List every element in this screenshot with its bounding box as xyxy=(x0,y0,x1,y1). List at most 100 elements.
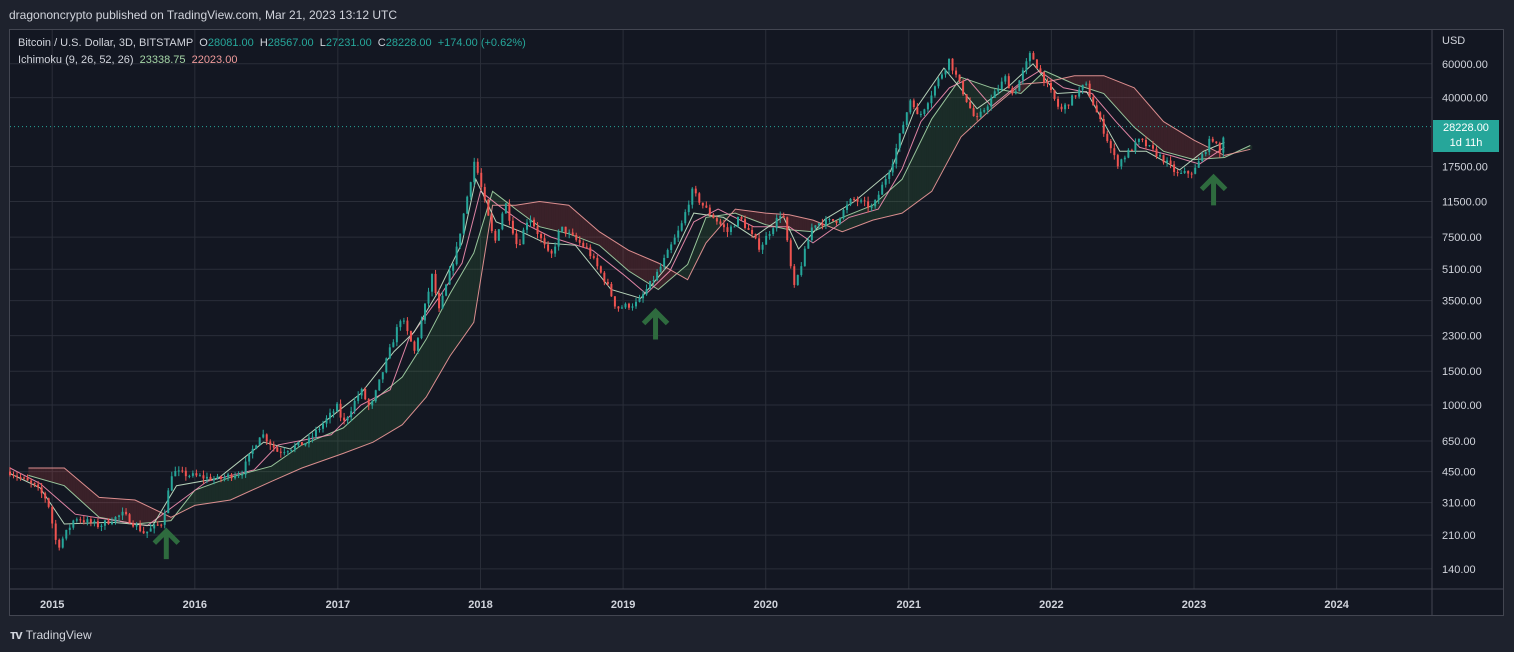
candle xyxy=(656,269,659,282)
x-tick-label: 2019 xyxy=(611,599,635,611)
candle-body xyxy=(1123,157,1126,160)
cloud-segment xyxy=(110,498,113,520)
candle-body xyxy=(645,289,648,295)
cloud-segment xyxy=(1156,113,1159,148)
candle xyxy=(96,518,99,529)
candle xyxy=(72,519,75,530)
candle xyxy=(188,474,191,479)
candle xyxy=(606,278,609,286)
candle-body xyxy=(255,445,258,449)
cloud-segment xyxy=(748,210,751,219)
candle xyxy=(1130,148,1133,151)
candle xyxy=(677,225,680,243)
candle xyxy=(856,196,859,207)
cloud-segment xyxy=(935,109,939,184)
candle-body xyxy=(1130,149,1133,151)
x-tick-label: 2015 xyxy=(40,599,64,611)
candle-body xyxy=(754,233,757,239)
cloud-segment xyxy=(1081,75,1084,88)
candle-body xyxy=(392,342,395,348)
cloud-segment xyxy=(755,211,758,222)
candle-body xyxy=(1194,167,1197,174)
candle xyxy=(838,217,841,225)
x-tick-label: 2023 xyxy=(1182,599,1206,611)
candle-body xyxy=(399,321,402,328)
candle xyxy=(300,441,303,446)
candle xyxy=(12,471,15,479)
candle-body xyxy=(511,220,514,234)
candle-body xyxy=(132,523,135,527)
cloud-segment xyxy=(293,449,296,472)
cloud-segment xyxy=(1144,99,1147,138)
cloud-segment xyxy=(211,483,214,503)
candle xyxy=(1081,84,1084,95)
candle xyxy=(1201,152,1204,163)
candle xyxy=(895,143,898,169)
cloud-segment xyxy=(82,483,85,505)
candle-body xyxy=(322,423,325,429)
cloud-segment xyxy=(1195,141,1199,160)
cloud-segment xyxy=(569,206,573,236)
candle xyxy=(1046,78,1049,88)
candle-body xyxy=(420,320,423,339)
candle xyxy=(501,211,504,231)
candle xyxy=(1106,130,1109,143)
candle xyxy=(434,269,437,296)
candle xyxy=(153,523,156,534)
cloud-segment xyxy=(65,469,69,490)
candle xyxy=(846,201,849,214)
candle xyxy=(613,296,616,309)
candles xyxy=(9,51,1225,551)
cloud-segment xyxy=(621,245,624,267)
cloud-segment xyxy=(115,498,118,521)
candle-body xyxy=(733,226,736,228)
candle-body xyxy=(740,217,743,220)
candle xyxy=(635,297,638,309)
candle xyxy=(515,229,518,249)
cloud-segment xyxy=(290,450,294,473)
candle-body xyxy=(125,511,128,515)
cloud-segment xyxy=(1074,75,1077,85)
candle-body xyxy=(96,521,99,527)
candle xyxy=(715,215,718,225)
candle xyxy=(884,175,887,188)
candle-body xyxy=(364,389,367,400)
cloud-segment xyxy=(377,395,381,440)
cloud-segment xyxy=(1106,76,1110,100)
candle xyxy=(891,159,894,176)
candle-body xyxy=(244,461,247,475)
candle-body xyxy=(624,303,627,308)
candle-body xyxy=(1155,148,1158,157)
candle-body xyxy=(476,161,479,173)
cloud-segment xyxy=(602,233,606,251)
price-chart[interactable]: 60000.00 40000.00 17500.00 11500.00 7500.00 5… xyxy=(0,0,1514,620)
candle xyxy=(156,521,159,527)
candle xyxy=(307,433,310,448)
cloud-segment xyxy=(225,478,228,501)
candle-body xyxy=(1151,145,1154,149)
candle-body xyxy=(490,215,493,231)
candle xyxy=(747,224,750,231)
candle xyxy=(951,58,954,75)
candle-body xyxy=(1035,59,1038,69)
candle xyxy=(842,208,845,220)
x-tick-label: 2021 xyxy=(897,599,921,611)
cloud-segment xyxy=(795,216,798,231)
cloud-segment xyxy=(1184,134,1187,158)
candle-body xyxy=(1057,98,1060,107)
cloud-segment xyxy=(286,454,289,475)
candle-body xyxy=(448,270,451,285)
candle xyxy=(487,198,490,216)
candle-body xyxy=(944,69,947,75)
candle xyxy=(810,223,813,243)
candle xyxy=(118,514,121,522)
cloud-segment xyxy=(799,217,803,231)
candle xyxy=(744,215,747,230)
cloud-segment xyxy=(485,206,488,250)
candle xyxy=(1095,100,1098,113)
candle xyxy=(322,420,325,433)
cloud-segment xyxy=(605,235,608,253)
cloud-segment xyxy=(698,229,702,257)
candle xyxy=(494,229,497,244)
candle-body xyxy=(1204,152,1207,155)
